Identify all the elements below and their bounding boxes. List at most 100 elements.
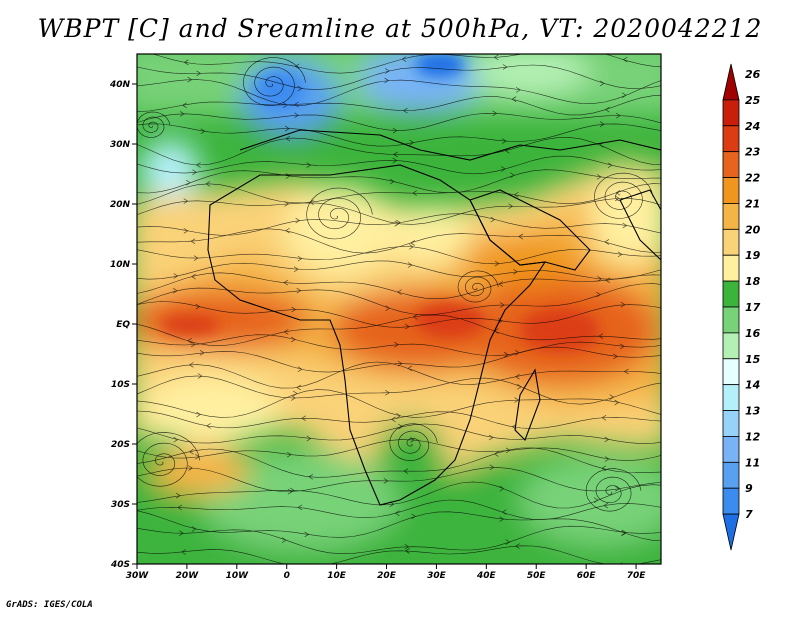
arabia-coastline [469, 189, 591, 271]
streamline-arrow [283, 329, 289, 335]
streamline [137, 95, 661, 116]
streamline [137, 155, 661, 175]
streamline-arrow [385, 68, 390, 74]
streamline-arrow [488, 434, 494, 441]
colorbar-label: 13 [745, 405, 761, 418]
streamline-arrow [175, 492, 181, 499]
streamline-arrow [173, 273, 179, 279]
colorbar-label: 16 [745, 327, 761, 340]
colorbar: 26 25 24 23 22 21 20 19 18 17 16 15 14 13 12 11 9 7 [722, 63, 761, 551]
colorbar-label: 17 [745, 301, 761, 314]
y-tick-label: 10N [110, 260, 131, 270]
colorbar-label: 11 [745, 456, 760, 469]
streamline-arrow [515, 373, 520, 380]
colorbar-label: 18 [745, 275, 761, 288]
streamline-arrow [297, 366, 303, 373]
streamline-arrow [283, 279, 289, 286]
grads-credit: GrADS: IGES/COLA [6, 600, 93, 610]
colorbar-label: 26 [745, 68, 761, 81]
x-tick-label: 20W [176, 571, 200, 581]
streamline-arrow [409, 139, 415, 146]
streamline-arrow [188, 448, 194, 455]
streamline-arrow [313, 563, 314, 564]
x-tick-label: 10E [327, 571, 347, 581]
streamline-arrow [515, 349, 520, 356]
streamline-arrow [187, 76, 193, 83]
streamline-arrow [291, 306, 297, 313]
colorbar-label: 24 [745, 120, 760, 133]
streamline-arrow [285, 135, 291, 142]
streamline [137, 314, 661, 347]
streamline-arrow [621, 529, 627, 536]
streamline-arrow [407, 365, 413, 372]
streamline-arrow [297, 85, 303, 92]
streamline [137, 389, 661, 418]
vortices [137, 57, 654, 512]
streamline-arrow [187, 338, 192, 344]
colorbar-cell [722, 203, 740, 230]
streamline-arrow [291, 336, 296, 343]
colorbar-cell [722, 306, 740, 334]
streamline [137, 545, 661, 564]
colorbar-cell [722, 513, 740, 551]
streamline-arrow [291, 395, 296, 401]
y-tick-label: 30N [110, 140, 131, 150]
streamline-arrow [599, 121, 605, 127]
streamline-arrow [196, 162, 201, 168]
streamline-arrow [613, 353, 618, 360]
colorbar-label: 21 [745, 197, 760, 210]
streamline-arrow [281, 537, 287, 543]
streamline-arrow [412, 314, 418, 320]
streamline-arrow [494, 260, 500, 267]
y-tick-label: 10S [111, 380, 130, 390]
colorbar-cell [722, 228, 740, 256]
x-tick-label: 30W [126, 571, 150, 581]
colorbar-label: 22 [745, 172, 761, 185]
streamline-arrow [306, 435, 312, 442]
y-tick-label: 30S [111, 500, 130, 510]
streamline-arrow [620, 343, 625, 350]
streamline-arrow [285, 227, 290, 234]
streamline-arrow [408, 244, 414, 250]
streamline-arrow [505, 447, 511, 454]
streamline-arrow [516, 87, 521, 93]
streamline-arrow [615, 190, 621, 196]
streamline [137, 361, 661, 389]
streamline-arrow [191, 273, 196, 280]
streamline-arrow [396, 413, 401, 419]
streamline-arrow [391, 416, 396, 423]
streamline-arrow [622, 222, 628, 229]
europe-coastline [239, 129, 661, 161]
streamline-arrow [186, 180, 191, 186]
vortex-spiral [137, 432, 201, 487]
streamline-arrow [294, 112, 299, 118]
streamline-arrow [605, 277, 611, 284]
streamline-arrow [172, 287, 178, 294]
colorbar-cell [722, 332, 740, 360]
streamline-arrow [195, 303, 201, 310]
x-tick-label: 50E [527, 571, 547, 581]
streamline-arrow [287, 451, 292, 458]
colorbar-label: 20 [745, 223, 761, 236]
streamline-arrow [295, 217, 301, 224]
colorbar-label: 9 [745, 482, 753, 495]
streamline-arrow [285, 173, 291, 179]
streamline-arrow [601, 414, 607, 421]
streamline-arrow [493, 451, 499, 457]
streamline-arrow [508, 203, 514, 210]
streamline-arrow [306, 162, 312, 168]
streamline-arrow [604, 456, 610, 462]
x-tick-label: 70E [627, 571, 647, 581]
streamline [137, 79, 661, 106]
y-tick-label: 20S [111, 440, 130, 450]
colorbar-cell [722, 177, 740, 204]
colorbar-cell [722, 487, 740, 515]
streamline-arrow [294, 101, 299, 108]
streamline-arrow [384, 77, 390, 84]
wbpt-field [137, 54, 661, 564]
streamline-arrow [504, 351, 509, 358]
streamline-arrow [498, 281, 504, 287]
streamline-arrow [490, 216, 496, 223]
streamline [137, 213, 661, 236]
streamline-arrow [499, 516, 505, 522]
